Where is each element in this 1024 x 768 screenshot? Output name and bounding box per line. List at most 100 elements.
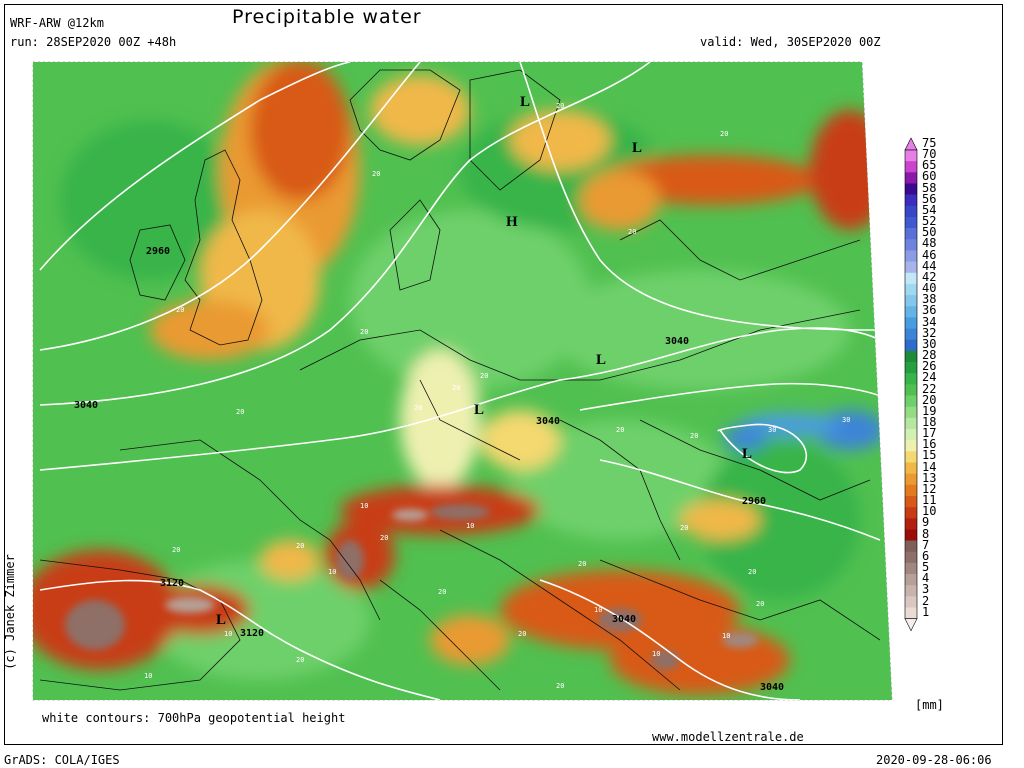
low-pressure-label: L [596,352,606,368]
legend-swatch [905,283,917,296]
legend-swatch [905,562,917,575]
credit-label: (c) Janek Zimmer [3,554,17,670]
legend-swatch [905,507,917,519]
legend-swatch [905,194,917,207]
legend-tick-label: 11 [922,493,937,508]
pw-label: 20 [360,328,368,336]
pw-label: 10 [722,632,730,640]
legend-tick-label: 2 [922,593,930,608]
pw-label: 10 [652,650,660,658]
legend-tick-label: 19 [922,403,937,418]
pw-label: 10 [360,502,368,510]
legend-tick-label: 30 [922,336,937,351]
legend-tick-label: 40 [922,281,937,296]
legend-swatch [905,205,917,218]
contour-label: 3120 [240,628,264,639]
legend-tick-label: 14 [922,459,937,474]
legend-tick-label: 7 [922,537,930,552]
pw-label: 20 [556,102,564,110]
pw-label: 20 [296,542,304,550]
legend-tick-label: 36 [922,303,937,318]
contour-label: 2960 [146,246,170,257]
pw-label: 20 [380,534,388,542]
legend-swatch [905,495,917,508]
contour-label: 3040 [760,682,784,693]
legend-tick-label: 26 [922,359,937,374]
contour-label: 2960 [742,496,766,507]
low-pressure-label: L [216,612,226,628]
pw-label: 10 [144,672,152,680]
legend-tick-label: 34 [922,314,937,329]
run-label: run: 28SEP2020 00Z +48h [10,35,177,49]
plot-frame [4,4,1003,745]
legend-bottom-arrow [904,618,918,632]
legend-tick-label: 24 [922,370,937,385]
legend-tick-label: 13 [922,470,937,485]
legend-swatch [905,272,917,285]
valid-label: valid: Wed, 30SEP2020 00Z [700,35,881,49]
pressure-centers: L L H L L L L [216,94,752,628]
legend-top-arrow [904,137,918,151]
legend-tick-label: 50 [922,225,937,240]
coastlines-and-borders [39,69,881,691]
legend-tick-label: 46 [922,247,937,262]
map-field [33,62,892,700]
legend-swatch [905,250,917,262]
pw-label: 20 [556,682,564,690]
high-pressure-label: H [506,214,518,230]
low-pressure-label: L [520,94,530,110]
legend-tick-label: 28 [922,348,937,363]
pw-label: 20 [578,560,586,568]
legend-swatch [905,350,917,363]
legend-swatch [905,429,917,441]
contour-label: 3040 [74,400,98,411]
legend-tick-label: 12 [922,481,937,496]
legend-swatch [905,362,917,374]
legend-swatch [905,473,917,486]
contour-labels: 2960 3040 3040 3040 3040 2960 3120 3120 … [74,246,784,693]
legend-swatch [905,183,917,195]
legend-swatch [905,607,917,620]
chart-title: Precipitable water [232,6,422,28]
legend-tick-label: 65 [922,158,937,173]
legend-tick-label: 17 [922,426,937,441]
pw-label: 20 [690,432,698,440]
legend-tick-label: 9 [922,515,930,530]
contour-label: 3120 [160,578,184,589]
pw-label: 20 [236,408,244,416]
legend-tick-label: 32 [922,325,937,340]
contours-note: white contours: 700hPa geopotential heig… [42,711,346,725]
legend-swatch [905,574,917,586]
pw-label: 10 [328,568,336,576]
legend-swatch [905,216,917,229]
pw-label: 10 [224,630,232,638]
legend-swatch [905,161,917,173]
pw-label: 20 [480,372,488,380]
legend-tick-label: 3 [922,582,930,597]
legend-swatch [905,518,917,530]
legend-tick-label: 16 [922,437,937,452]
legend-swatch [905,373,917,385]
pw-label: 20 [628,228,636,236]
pw-label: 20 [172,546,180,554]
pw-label: 20 [414,404,422,412]
legend-swatch [905,529,917,541]
pw-label: 30 [842,416,850,424]
legend-swatch [905,585,917,597]
legend-tick-label: 1 [922,604,930,619]
legend-tick-label: 20 [922,392,937,407]
low-pressure-label: L [632,140,642,156]
legend-tick-label: 56 [922,191,937,206]
legend-swatch [905,484,917,497]
pw-label: 20 [452,384,460,392]
legend-tick-label: 70 [922,147,937,162]
legend-swatch [905,239,917,251]
pw-label: 20 [176,306,184,314]
pw-label: 30 [768,426,776,434]
legend-tick-label: 42 [922,269,937,284]
legend-tick-label: 8 [922,526,930,541]
model-label: WRF-ARW @12km [10,16,104,30]
legend-swatch [905,339,917,352]
pw-labels: 20 20 20 20 20 20 20 20 20 20 20 20 20 2… [144,102,850,690]
